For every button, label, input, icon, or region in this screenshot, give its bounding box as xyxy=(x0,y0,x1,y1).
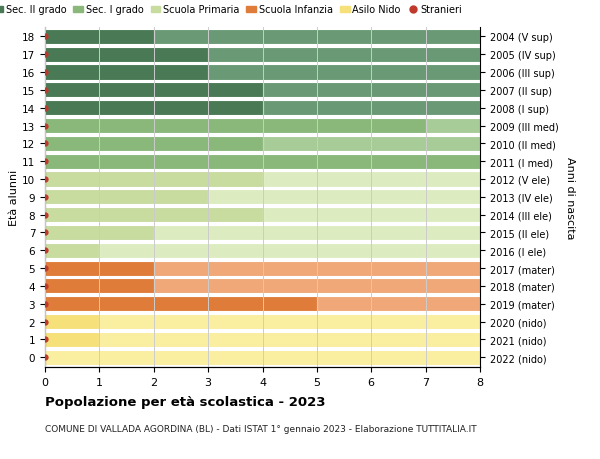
Bar xyxy=(45,48,208,63)
Text: COMUNE DI VALLADA AGORDINA (BL) - Dati ISTAT 1° gennaio 2023 - Elaborazione TUTT: COMUNE DI VALLADA AGORDINA (BL) - Dati I… xyxy=(45,425,476,434)
Bar xyxy=(45,190,480,205)
Bar xyxy=(45,243,100,258)
Bar xyxy=(45,190,208,205)
Bar xyxy=(45,119,425,134)
Text: Popolazione per età scolastica - 2023: Popolazione per età scolastica - 2023 xyxy=(45,395,325,408)
Bar xyxy=(45,83,263,98)
Bar xyxy=(45,207,263,223)
Y-axis label: Età alunni: Età alunni xyxy=(9,169,19,225)
Bar xyxy=(45,332,480,347)
Bar xyxy=(45,48,480,63)
Bar xyxy=(45,65,208,80)
Bar xyxy=(45,101,263,116)
Bar xyxy=(45,297,317,312)
Bar xyxy=(45,332,100,347)
Bar xyxy=(45,243,480,258)
Bar xyxy=(45,172,263,187)
Bar xyxy=(45,261,154,276)
Bar xyxy=(45,225,154,241)
Bar xyxy=(45,350,480,365)
Bar xyxy=(45,154,480,169)
Bar xyxy=(45,261,480,276)
Bar xyxy=(45,83,480,98)
Bar xyxy=(45,297,480,312)
Bar xyxy=(45,314,100,330)
Bar xyxy=(45,30,154,45)
Bar xyxy=(45,225,480,241)
Bar xyxy=(45,119,480,134)
Bar xyxy=(45,279,154,294)
Bar xyxy=(45,279,480,294)
Bar xyxy=(45,314,480,330)
Bar xyxy=(45,30,480,45)
Bar xyxy=(45,65,480,80)
Bar xyxy=(45,172,480,187)
Bar xyxy=(45,207,480,223)
Bar xyxy=(45,136,263,151)
Bar xyxy=(45,136,480,151)
Legend: Sec. II grado, Sec. I grado, Scuola Primaria, Scuola Infanzia, Asilo Nido, Stran: Sec. II grado, Sec. I grado, Scuola Prim… xyxy=(0,1,466,19)
Y-axis label: Anni di nascita: Anni di nascita xyxy=(565,156,575,239)
Bar xyxy=(45,101,480,116)
Bar xyxy=(45,154,480,169)
